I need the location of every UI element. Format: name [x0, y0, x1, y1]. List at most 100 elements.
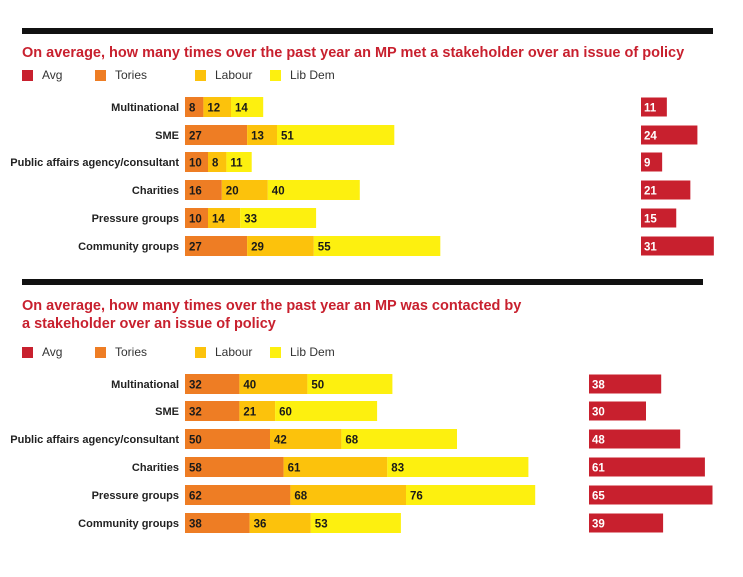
data-label-labour: 13	[251, 131, 264, 143]
data-label-avg: 30	[592, 407, 605, 419]
chart-2-bars: Multinational 32 40 50 38 SME 32 21 60 30 Public a…	[10, 374, 713, 533]
bar-avg	[589, 429, 681, 449]
data-label-tories: 27	[189, 242, 202, 254]
data-label-tories: 10	[189, 214, 202, 226]
data-label-lib-dem: 40	[272, 186, 285, 198]
data-label-labour: 20	[226, 186, 239, 198]
data-label-tories: 38	[189, 519, 202, 531]
chart-1-bars: Multinational 8 12 14 11 SME 27 13 51 24 Public af…	[10, 97, 714, 256]
data-label-tories: 32	[189, 380, 202, 392]
bar-lib-dem	[267, 180, 360, 200]
category-label: Public affairs agency/consultant	[10, 157, 179, 169]
category-label: SME	[155, 406, 179, 418]
bar-lib-dem	[341, 429, 457, 449]
data-label-labour: 68	[294, 491, 307, 503]
bar-labour	[247, 125, 277, 145]
bar-labour	[247, 236, 314, 256]
bar-avg	[641, 236, 714, 256]
category-label: Community groups	[78, 241, 179, 253]
bar-avg	[641, 125, 698, 145]
data-label-tories: 62	[189, 491, 202, 503]
bar-avg	[641, 152, 663, 172]
data-label-lib-dem: 33	[244, 214, 257, 226]
data-label-lib-dem: 51	[281, 131, 294, 143]
data-label-avg: 21	[644, 186, 657, 198]
bar-labour	[249, 513, 311, 533]
legend-label: Tories	[115, 68, 148, 82]
category-label: Charities	[132, 462, 179, 474]
bar-labour	[203, 97, 231, 117]
bar-lib-dem	[231, 97, 264, 117]
data-label-lib-dem: 68	[345, 435, 358, 447]
bar-tories	[185, 208, 208, 228]
bar-lib-dem	[310, 513, 401, 533]
bar-tories	[185, 401, 240, 421]
data-label-avg: 65	[592, 491, 605, 503]
data-label-labour: 36	[254, 519, 267, 531]
data-label-lib-dem: 55	[318, 242, 331, 254]
data-label-avg: 24	[644, 131, 657, 143]
bar-labour	[239, 374, 308, 394]
bar-tories	[185, 152, 208, 172]
bar-tories	[185, 236, 248, 256]
data-label-avg: 38	[592, 380, 605, 392]
category-label: Pressure groups	[92, 490, 179, 502]
legend-swatch-tories	[95, 347, 106, 358]
legend-label: Avg	[42, 345, 63, 359]
bar-avg	[641, 208, 677, 228]
data-label-tories: 10	[189, 158, 202, 170]
bar-lib-dem	[387, 457, 529, 477]
bar-avg	[641, 97, 667, 117]
bar-tories	[185, 485, 291, 505]
data-label-lib-dem: 53	[315, 519, 328, 531]
bar-tories	[185, 180, 222, 200]
data-label-labour: 14	[212, 214, 225, 226]
bar-labour	[208, 208, 241, 228]
bar-avg	[589, 457, 705, 477]
legend-swatch-lib-dem	[270, 70, 281, 81]
bar-avg	[589, 374, 662, 394]
legend-label: Labour	[215, 345, 253, 359]
top-rule	[22, 28, 713, 34]
data-label-avg: 11	[644, 103, 657, 115]
data-label-avg: 48	[592, 435, 605, 447]
bar-labour	[239, 401, 276, 421]
legend-swatch-avg	[22, 70, 33, 81]
category-label: Multinational	[111, 379, 179, 391]
bar-tories	[185, 97, 204, 117]
data-label-avg: 9	[644, 158, 650, 170]
data-label-labour: 61	[288, 463, 301, 475]
bar-avg	[589, 485, 713, 505]
data-label-labour: 40	[243, 380, 256, 392]
data-label-lib-dem: 60	[279, 407, 292, 419]
legend-swatch-labour	[195, 347, 206, 358]
category-label: Public affairs agency/consultant	[10, 434, 179, 446]
bar-labour	[208, 152, 227, 172]
middle-rule	[22, 279, 703, 285]
chart-title-contacts: On average, how many times over the past…	[22, 298, 522, 332]
data-label-tories: 58	[189, 463, 202, 475]
bar-tories	[185, 513, 250, 533]
data-label-lib-dem: 14	[235, 103, 248, 115]
data-label-lib-dem: 11	[230, 158, 243, 170]
bar-lib-dem	[226, 152, 252, 172]
data-label-avg: 61	[592, 463, 605, 475]
data-label-labour: 21	[243, 407, 256, 419]
data-label-lib-dem: 83	[391, 463, 404, 475]
data-label-tories: 27	[189, 131, 202, 143]
legend-swatch-avg	[22, 347, 33, 358]
bar-labour	[290, 485, 406, 505]
bar-lib-dem	[240, 208, 317, 228]
data-label-labour: 8	[212, 158, 219, 170]
data-label-tories: 50	[189, 435, 202, 447]
data-label-lib-dem: 76	[410, 491, 423, 503]
data-label-labour: 12	[207, 103, 220, 115]
legend-label: Avg	[42, 68, 63, 82]
bar-avg	[641, 180, 691, 200]
bar-tories	[185, 374, 240, 394]
data-label-labour: 29	[251, 242, 264, 254]
bar-avg	[589, 513, 664, 533]
bar-tories	[185, 125, 248, 145]
bar-lib-dem	[307, 374, 393, 394]
